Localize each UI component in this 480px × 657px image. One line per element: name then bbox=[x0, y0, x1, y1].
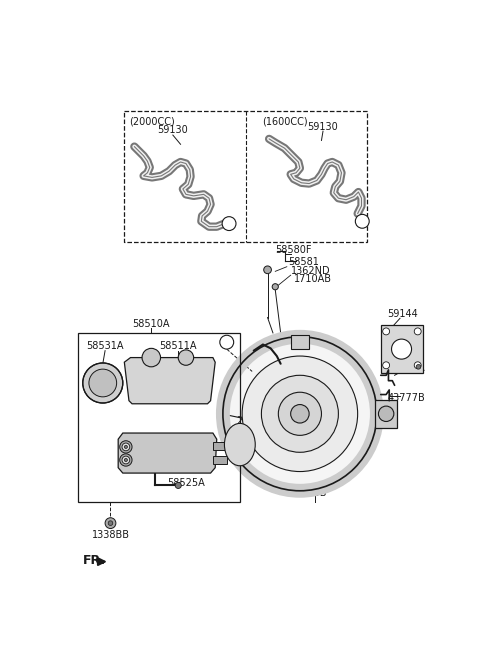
Circle shape bbox=[291, 405, 309, 423]
Circle shape bbox=[175, 482, 181, 489]
Bar bbox=[124, 111, 367, 242]
Text: 1339GA: 1339GA bbox=[387, 363, 425, 373]
Circle shape bbox=[142, 348, 160, 367]
Circle shape bbox=[278, 392, 322, 436]
Circle shape bbox=[222, 217, 236, 231]
Circle shape bbox=[89, 369, 117, 397]
Bar bbox=[291, 335, 309, 349]
Text: 43777B: 43777B bbox=[387, 394, 425, 403]
Text: 58672: 58672 bbox=[146, 451, 177, 461]
Text: 24105: 24105 bbox=[236, 417, 267, 426]
Circle shape bbox=[378, 406, 394, 422]
Bar bbox=[78, 333, 240, 503]
Circle shape bbox=[262, 375, 338, 452]
Circle shape bbox=[83, 363, 123, 403]
Text: 58531A: 58531A bbox=[86, 341, 124, 351]
Text: 58580F: 58580F bbox=[276, 245, 312, 255]
Circle shape bbox=[414, 328, 421, 335]
Text: A: A bbox=[224, 338, 229, 347]
Circle shape bbox=[178, 350, 193, 365]
Circle shape bbox=[223, 337, 377, 491]
Circle shape bbox=[220, 335, 234, 349]
Circle shape bbox=[108, 521, 113, 526]
Circle shape bbox=[416, 365, 421, 369]
Text: FR.: FR. bbox=[83, 554, 106, 566]
Text: A: A bbox=[360, 217, 365, 226]
Text: 1362ND: 1362ND bbox=[291, 265, 330, 275]
Text: 1710AB: 1710AB bbox=[294, 274, 332, 284]
Circle shape bbox=[355, 214, 369, 228]
Text: 59130: 59130 bbox=[157, 125, 188, 135]
Circle shape bbox=[383, 362, 390, 369]
Circle shape bbox=[264, 266, 271, 274]
Circle shape bbox=[383, 328, 390, 335]
Circle shape bbox=[122, 443, 130, 451]
Bar bbox=[213, 442, 227, 450]
Text: (2000CC): (2000CC) bbox=[129, 116, 175, 126]
Circle shape bbox=[120, 441, 132, 453]
Circle shape bbox=[272, 284, 278, 290]
Circle shape bbox=[120, 454, 132, 466]
Circle shape bbox=[105, 518, 116, 528]
Text: 58510A: 58510A bbox=[132, 319, 170, 328]
Text: 1338BB: 1338BB bbox=[92, 530, 130, 539]
Text: 59130: 59130 bbox=[308, 122, 338, 131]
Circle shape bbox=[242, 356, 358, 472]
Circle shape bbox=[124, 445, 127, 449]
Text: 59110B: 59110B bbox=[289, 488, 326, 498]
Bar bbox=[375, 400, 397, 428]
Bar bbox=[381, 325, 423, 373]
Circle shape bbox=[392, 339, 411, 359]
Ellipse shape bbox=[225, 423, 255, 466]
Bar bbox=[213, 456, 227, 464]
Circle shape bbox=[414, 362, 421, 369]
Text: 58581: 58581 bbox=[288, 257, 319, 267]
Text: 58511A: 58511A bbox=[159, 341, 197, 351]
Polygon shape bbox=[124, 357, 215, 404]
Text: (1600CC): (1600CC) bbox=[262, 116, 307, 126]
Text: 58525A: 58525A bbox=[167, 478, 205, 488]
Text: A: A bbox=[227, 219, 232, 228]
Polygon shape bbox=[118, 433, 217, 473]
Circle shape bbox=[124, 459, 127, 461]
Text: 58672: 58672 bbox=[146, 438, 177, 447]
Text: 59144: 59144 bbox=[387, 309, 418, 319]
Circle shape bbox=[122, 456, 130, 464]
